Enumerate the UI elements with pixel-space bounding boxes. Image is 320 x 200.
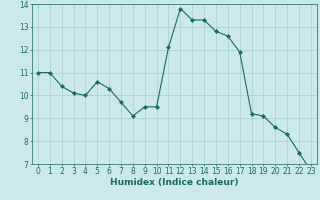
X-axis label: Humidex (Indice chaleur): Humidex (Indice chaleur) — [110, 178, 239, 187]
